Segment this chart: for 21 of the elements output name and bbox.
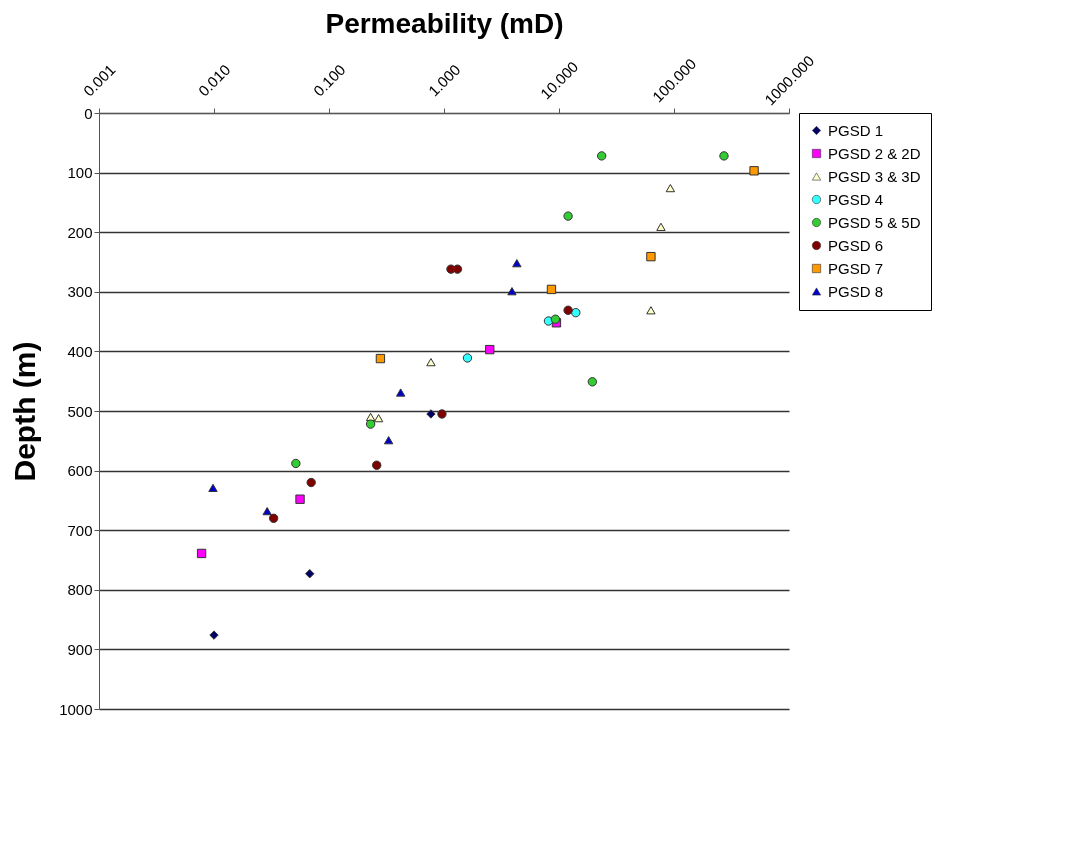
y-tick-label: 400 <box>67 342 93 360</box>
y-tick-label: 600 <box>67 462 93 480</box>
y-tick-label: 200 <box>67 223 93 241</box>
y-tick-label: 100 <box>67 164 93 182</box>
y-axis-title: Depth (m) <box>8 341 42 482</box>
legend-label: PGSD 7 <box>828 259 884 277</box>
y-tick-label: 900 <box>67 640 93 658</box>
y-tick-label: 1000 <box>59 700 93 718</box>
legend-label: PGSD 4 <box>828 190 884 208</box>
legend-label: PGSD 8 <box>828 282 884 300</box>
x-axis-title: Permeability (mD) <box>325 8 564 40</box>
legend-label: PGSD 1 <box>828 121 884 139</box>
y-tick-label: 700 <box>67 521 93 539</box>
legend-label: PGSD 6 <box>828 236 884 254</box>
y-tick-label: 0 <box>84 104 93 122</box>
legend-label: PGSD 5 & 5D <box>828 213 921 231</box>
y-tick-label: 800 <box>67 581 93 599</box>
legend-label: PGSD 2 & 2D <box>828 144 921 162</box>
legend-label: PGSD 3 & 3D <box>828 167 921 185</box>
y-tick-label: 500 <box>67 402 93 420</box>
y-tick-label: 300 <box>67 283 93 301</box>
